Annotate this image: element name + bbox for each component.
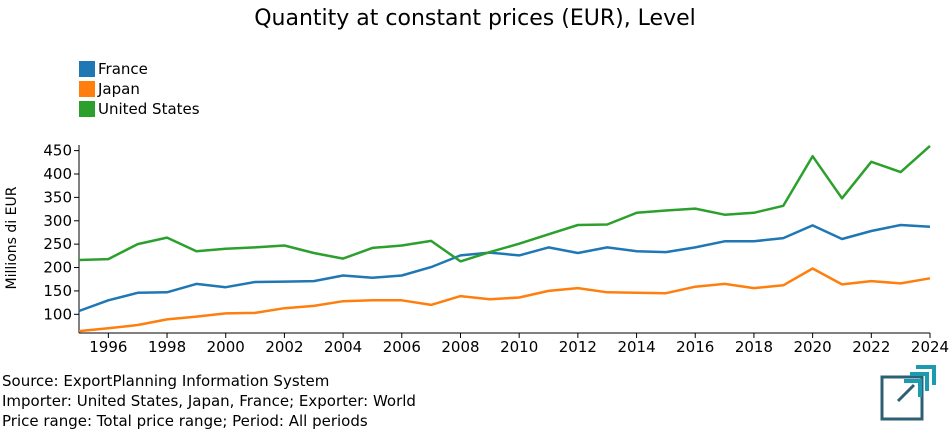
legend-swatch-japan <box>79 81 95 97</box>
x-tick-label: 2010 <box>500 338 538 356</box>
y-tick-label: 350 <box>43 188 72 206</box>
legend-item-japan: Japan <box>79 79 200 99</box>
x-tick-label: 2018 <box>735 338 773 356</box>
chart-title: Quantity at constant prices (EUR), Level <box>254 6 696 31</box>
x-tick-label: 2012 <box>559 338 597 356</box>
y-tick-label: 100 <box>43 305 72 323</box>
y-axis-label: Millions di EUR <box>4 186 20 289</box>
x-tick-label: 2022 <box>852 338 890 356</box>
x-tick-label: 2002 <box>265 338 303 356</box>
importer-note: Importer: United States, Japan, France; … <box>2 392 416 410</box>
legend-swatch-united-states <box>79 101 95 117</box>
source-note: Source: ExportPlanning Information Syste… <box>2 372 330 390</box>
y-tick-label: 150 <box>43 282 72 300</box>
x-tick-label: 1998 <box>148 338 186 356</box>
y-tick-label: 250 <box>43 235 72 253</box>
series-layer <box>78 144 931 333</box>
x-tick-label: 2014 <box>617 338 655 356</box>
y-tick-label: 450 <box>43 142 72 160</box>
axes: 100 150 200 250 300 350 400 450 1996 1998 2000 2002… <box>43 142 949 356</box>
footer: Source: ExportPlanning Information Syste… <box>2 371 416 431</box>
y-tick-label: 200 <box>43 259 72 277</box>
x-tick-label: 2020 <box>794 338 832 356</box>
x-tick-label: 2004 <box>324 338 362 356</box>
x-tick-label: 2008 <box>441 338 479 356</box>
x-tick-label: 2024 <box>911 338 949 356</box>
legend: France Japan United States <box>79 59 200 119</box>
legend-label-united-states: United States <box>98 100 200 118</box>
legend-swatch-france <box>79 61 95 77</box>
y-tick-label: 400 <box>43 165 72 183</box>
series-line-japan <box>78 267 931 333</box>
price-range-note: Price range: Total price range; Period: … <box>2 412 368 430</box>
legend-item-united-states: United States <box>79 99 200 119</box>
x-tick-label: 1996 <box>89 338 127 356</box>
exportplanning-logo-icon <box>880 365 936 421</box>
legend-label-japan: Japan <box>98 80 140 98</box>
series-line-united-states <box>78 144 931 263</box>
x-tick-label: 2016 <box>676 338 714 356</box>
x-tick-label: 2000 <box>207 338 245 356</box>
y-tick-label: 300 <box>43 212 72 230</box>
series-line-france <box>78 223 931 313</box>
legend-label-france: France <box>98 60 148 78</box>
x-tick-label: 2006 <box>383 338 421 356</box>
legend-item-france: France <box>79 59 200 79</box>
